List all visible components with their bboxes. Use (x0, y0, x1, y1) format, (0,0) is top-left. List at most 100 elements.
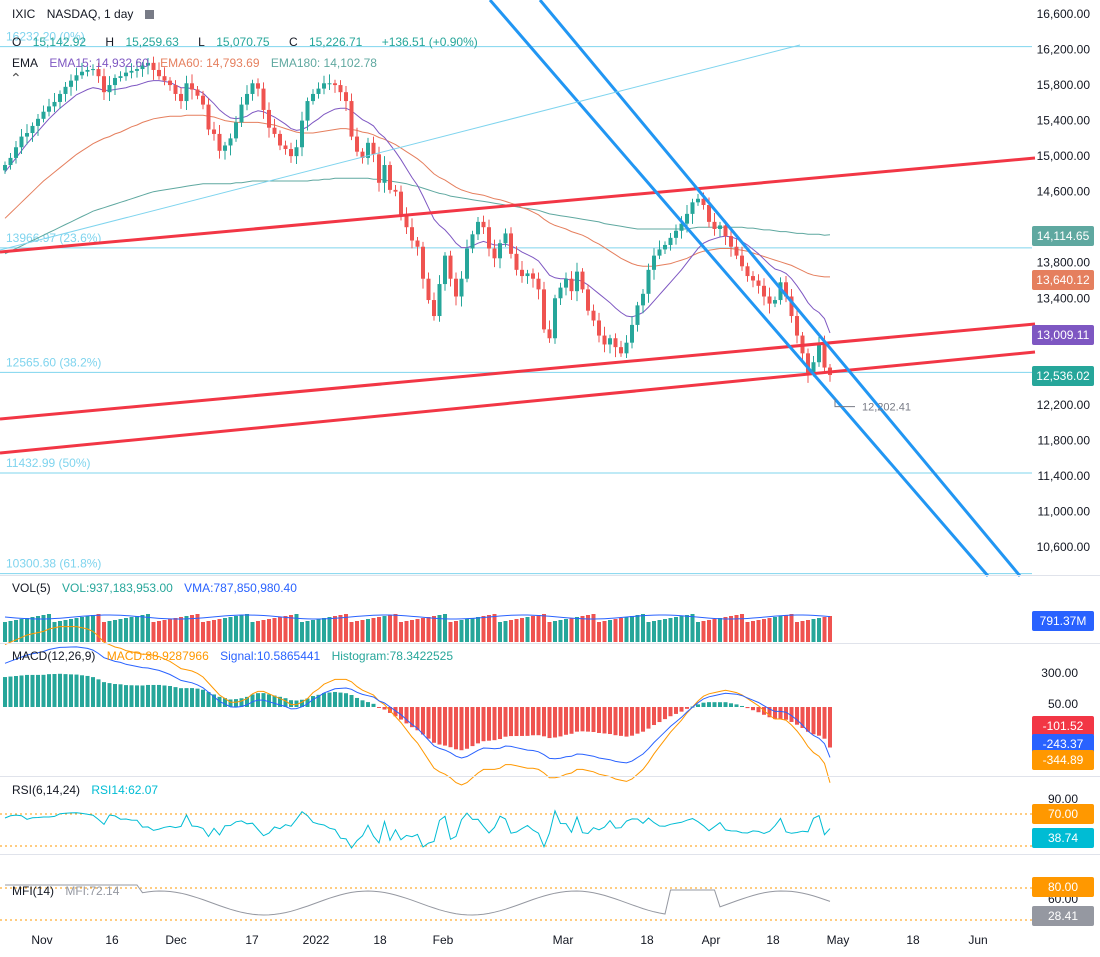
volume-bar (382, 616, 387, 642)
mfi-legend[interactable]: MFI(14) MFI:72.14 (12, 884, 127, 898)
macd-histogram-bar (432, 707, 436, 743)
candle-body (459, 278, 464, 297)
candle-body (575, 271, 579, 292)
volume-bar (520, 618, 524, 642)
candle-body (619, 347, 623, 354)
volume-bar (168, 619, 172, 642)
candle-body (52, 101, 57, 107)
price-tick-label: 11,800.00 (1038, 433, 1091, 447)
macd-histogram-bar (360, 700, 365, 707)
ema-legend[interactable]: EMA EMA15: 14,932.60 EMA60: 14,793.69 EM… (12, 56, 385, 70)
macd-histogram-bar (674, 707, 678, 714)
volume-bar (129, 617, 134, 642)
macd-histogram-bar (289, 700, 293, 707)
rsi-legend[interactable]: RSI(6,14,24) RSI14:62.07 (12, 783, 166, 797)
volume-bar (272, 618, 277, 642)
volume-bar (734, 615, 739, 642)
volume-bar (377, 617, 381, 642)
macd-histogram-bar (371, 703, 376, 707)
macd-histogram-bar (74, 674, 79, 707)
macd-histogram-bar (3, 677, 7, 707)
candle-body (19, 136, 24, 148)
macd-histogram-bar (668, 707, 673, 717)
low-label: L (198, 35, 205, 49)
volume-bar (162, 620, 167, 642)
candle-body (162, 76, 167, 81)
volume-bar (415, 619, 420, 642)
trendline-red-upper (0, 156, 1036, 254)
macd-histogram-bar (250, 694, 255, 707)
volume-bar (135, 616, 139, 642)
macd-histogram-bar (828, 707, 832, 748)
macd-histogram-bar (470, 707, 475, 747)
pane-divider[interactable] (0, 776, 1100, 777)
pane-divider[interactable] (0, 575, 1100, 576)
volume-bar (597, 622, 601, 642)
vol-legend[interactable]: VOL(5) VOL:937,183,953.00 VMA:787,850,98… (12, 581, 305, 595)
candle-body (157, 69, 161, 77)
price-tick-label: 11,000.00 (1038, 504, 1091, 518)
candle-body (569, 278, 574, 292)
time-tick-label: Mar (553, 933, 574, 947)
pane-divider[interactable] (0, 643, 1100, 644)
macd-histogram-bar (272, 695, 277, 707)
macd-tick-label: 300.00 (1041, 666, 1078, 680)
candle-body (118, 76, 123, 78)
macd-histogram-bar (751, 707, 755, 711)
candle-body (250, 83, 255, 94)
collapse-chevron-icon[interactable]: ⌃ (10, 70, 22, 86)
candle-body (206, 104, 211, 130)
candle-body (443, 255, 447, 285)
macd-histogram-bar (316, 694, 321, 707)
macd-histogram-bar (184, 688, 189, 707)
trendline-blue-left (488, 0, 990, 577)
macd-histogram-bar (652, 707, 656, 726)
macd-histogram-bar (635, 707, 640, 734)
volume-bar (245, 614, 249, 642)
pane-divider[interactable] (0, 854, 1100, 855)
macd-histogram-bar (767, 707, 772, 718)
settings-icon[interactable] (144, 10, 154, 20)
price-tick-label: 15,400.00 (1037, 114, 1091, 128)
macd-histogram-bar (355, 697, 359, 707)
candle-body (597, 320, 601, 336)
macd-histogram-bar (135, 685, 139, 707)
time-tick-label: 2022 (303, 933, 330, 947)
volume-bar (107, 621, 112, 642)
volume-bar (344, 614, 348, 642)
high-value: 15,259.63 (125, 35, 179, 49)
volume-bar (404, 621, 409, 642)
candle-body (294, 147, 299, 157)
candle-body (179, 93, 183, 102)
candle-body (542, 289, 546, 330)
candle-body (267, 109, 271, 128)
time-tick-label: 16 (105, 933, 119, 947)
volume-bar (322, 618, 326, 642)
volume-bar (140, 615, 145, 642)
candle-body (327, 83, 332, 85)
candle-body (668, 237, 673, 245)
macd-legend[interactable]: MACD(12,26,9) MACD:88.9287966 Signal:10.… (12, 649, 461, 663)
volume-bar (729, 616, 733, 642)
candle-body (360, 151, 365, 158)
volume-bar (476, 617, 480, 642)
candle-body (102, 76, 106, 93)
macd-histogram-bar (338, 692, 343, 707)
macd-histogram-bar (322, 693, 326, 707)
candle-body (646, 269, 651, 294)
macd-histogram-bar (52, 673, 57, 707)
macd-histogram-bar (806, 707, 810, 732)
macd-histogram-bar (267, 694, 271, 707)
volume-bar (503, 621, 508, 642)
time-tick-label: Dec (165, 933, 186, 947)
macd-histogram-bar (349, 695, 354, 707)
macd-histogram-bar (734, 704, 739, 707)
macd-histogram-bar (91, 677, 95, 707)
candle-body (283, 145, 288, 150)
volume-bar (619, 618, 623, 642)
macd-histogram-bar (47, 674, 51, 707)
candle-body (426, 278, 431, 301)
symbol-name[interactable]: IXIC (12, 7, 36, 21)
